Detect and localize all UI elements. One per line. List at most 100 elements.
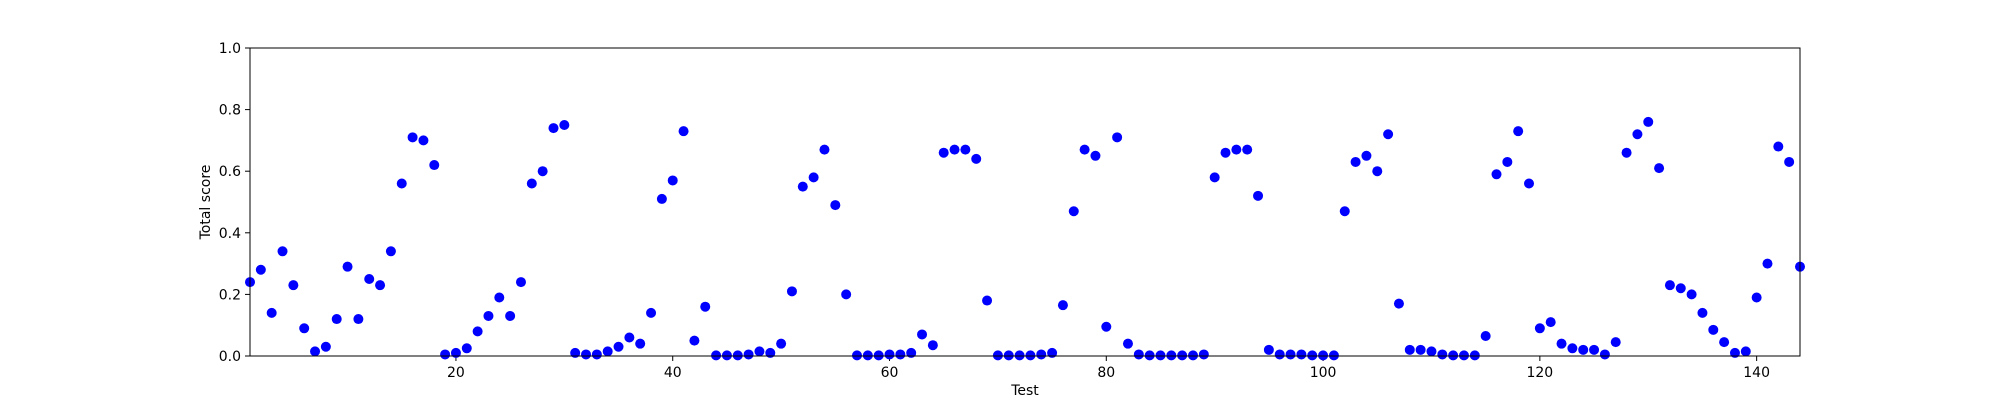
y-tick-label: 0.8 (219, 103, 241, 119)
data-point (1534, 323, 1545, 334)
data-point (1524, 178, 1535, 189)
x-tick-label: 100 (1310, 365, 1337, 381)
data-point (819, 144, 830, 155)
data-point (1220, 147, 1231, 158)
data-point (1263, 344, 1274, 355)
data-point (1686, 289, 1697, 300)
data-point (1578, 344, 1589, 355)
data-point (895, 349, 906, 360)
data-point (906, 347, 917, 358)
data-point (1740, 346, 1751, 357)
x-tick-label: 120 (1526, 365, 1553, 381)
x-tick-label: 60 (881, 365, 899, 381)
data-point (1556, 338, 1567, 349)
data-point (1393, 298, 1404, 309)
data-point (1448, 350, 1459, 361)
data-point (732, 350, 743, 361)
data-point (429, 160, 440, 171)
data-point (1545, 317, 1556, 328)
data-point (1383, 129, 1394, 140)
data-point (1253, 190, 1264, 201)
data-point (1697, 307, 1708, 318)
data-point (743, 349, 754, 360)
data-point (678, 126, 689, 137)
data-point (1198, 349, 1209, 360)
data-point (1415, 344, 1426, 355)
data-point (548, 123, 559, 134)
data-point (982, 295, 993, 306)
data-point (1567, 343, 1578, 354)
y-tick-label: 0.4 (219, 226, 241, 242)
data-point (884, 349, 895, 360)
data-point (277, 246, 288, 257)
data-point (1036, 349, 1047, 360)
data-point (949, 144, 960, 155)
data-point (440, 349, 451, 360)
data-point (559, 120, 570, 130)
data-point (1719, 337, 1730, 348)
data-point (721, 350, 732, 361)
data-point (1079, 144, 1090, 155)
data-point (1502, 156, 1513, 167)
data-point (700, 301, 711, 312)
data-point (917, 329, 928, 340)
data-point (1274, 349, 1285, 360)
data-point (1285, 349, 1296, 360)
data-point (1350, 156, 1361, 167)
data-point (1480, 330, 1491, 341)
data-point (1166, 350, 1177, 361)
data-point (873, 350, 884, 361)
data-point (1328, 350, 1339, 361)
data-point (1177, 350, 1188, 361)
data-point (1068, 206, 1079, 217)
x-tick-label: 140 (1743, 365, 1770, 381)
data-point (364, 274, 375, 284)
data-point (862, 350, 873, 361)
data-point (1762, 258, 1773, 269)
data-point (1751, 292, 1762, 303)
data-point (1025, 350, 1036, 361)
data-point (483, 310, 494, 321)
data-point (591, 349, 602, 360)
data-point (266, 307, 277, 318)
data-point (830, 200, 841, 211)
data-point (786, 286, 797, 297)
data-point (1047, 347, 1058, 358)
data-point (754, 346, 765, 357)
data-point (331, 314, 342, 325)
data-point (1437, 349, 1448, 360)
data-point (299, 323, 310, 334)
data-point (472, 326, 483, 337)
data-point (1404, 344, 1415, 355)
axis-ticks: 20 40 60 80 100 120 140 0.0 0.2 0.4 0.6 0.8 1.0 (219, 41, 1770, 381)
data-point (1654, 163, 1665, 174)
data-point (255, 264, 266, 275)
data-point (1784, 156, 1795, 167)
data-point (450, 347, 461, 358)
data-point (992, 350, 1003, 361)
data-point (1339, 206, 1350, 217)
data-point (851, 350, 862, 361)
data-point (1112, 132, 1123, 143)
data-point (1318, 350, 1329, 361)
plot-frame (249, 47, 1801, 357)
data-point (1491, 169, 1502, 180)
y-tick-label: 0.0 (219, 349, 241, 365)
data-point (1003, 350, 1014, 361)
data-point (808, 172, 819, 183)
data-point (776, 338, 787, 349)
data-point (613, 341, 624, 352)
data-point (971, 153, 982, 164)
data-point (407, 132, 418, 143)
x-tick-label: 40 (664, 365, 682, 381)
data-point (1458, 350, 1469, 361)
data-point (515, 277, 526, 288)
data-point (1090, 150, 1101, 161)
x-tick-label: 80 (1097, 365, 1115, 381)
data-point (310, 346, 321, 357)
data-point (505, 310, 516, 321)
data-point (1122, 338, 1133, 349)
data-point (841, 289, 852, 300)
data-point (288, 280, 299, 291)
